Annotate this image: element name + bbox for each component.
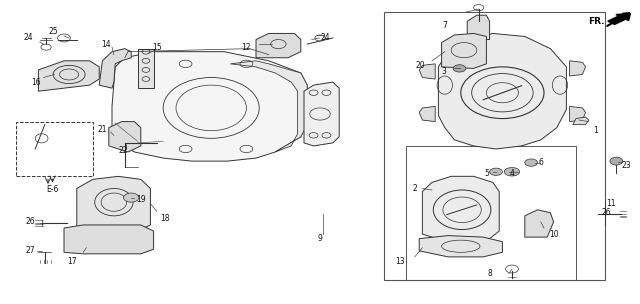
Text: 26: 26 xyxy=(602,208,612,217)
Polygon shape xyxy=(138,49,154,88)
Text: 8: 8 xyxy=(487,269,492,278)
Text: 2: 2 xyxy=(412,184,417,193)
Polygon shape xyxy=(112,52,307,161)
Polygon shape xyxy=(573,117,589,125)
Polygon shape xyxy=(304,82,339,146)
Polygon shape xyxy=(64,225,154,254)
Polygon shape xyxy=(99,49,131,88)
Polygon shape xyxy=(442,33,486,68)
Polygon shape xyxy=(419,64,435,79)
Text: 11: 11 xyxy=(607,199,616,208)
Polygon shape xyxy=(422,176,499,242)
Text: 5: 5 xyxy=(484,169,489,178)
Text: 21: 21 xyxy=(98,125,107,134)
FancyArrow shape xyxy=(608,14,630,24)
Polygon shape xyxy=(467,15,490,40)
Text: 9: 9 xyxy=(317,234,323,243)
Text: 26: 26 xyxy=(26,217,36,226)
Bar xyxy=(16,122,93,176)
Text: 24: 24 xyxy=(24,33,34,43)
Text: 6: 6 xyxy=(538,158,543,167)
Text: 24: 24 xyxy=(320,33,330,43)
Text: 22: 22 xyxy=(119,146,128,155)
Text: 12: 12 xyxy=(242,43,251,52)
Text: 7: 7 xyxy=(442,21,447,30)
Ellipse shape xyxy=(490,168,502,175)
Polygon shape xyxy=(38,61,99,91)
Text: 27: 27 xyxy=(25,246,35,255)
Text: 18: 18 xyxy=(161,214,170,223)
Text: 16: 16 xyxy=(31,78,42,87)
Text: 25: 25 xyxy=(48,27,58,36)
Text: 13: 13 xyxy=(395,257,405,266)
Ellipse shape xyxy=(525,159,538,166)
Text: 19: 19 xyxy=(136,195,146,204)
Text: 1: 1 xyxy=(593,126,598,135)
Text: FR.: FR. xyxy=(588,17,605,26)
Text: E-6: E-6 xyxy=(46,185,59,195)
Polygon shape xyxy=(109,122,141,152)
Polygon shape xyxy=(570,61,586,76)
Ellipse shape xyxy=(504,168,520,176)
Ellipse shape xyxy=(453,65,466,72)
Polygon shape xyxy=(256,33,301,58)
Text: 23: 23 xyxy=(621,161,631,170)
Polygon shape xyxy=(525,210,554,237)
Polygon shape xyxy=(570,106,586,122)
Bar xyxy=(406,146,576,280)
Polygon shape xyxy=(419,236,502,257)
Text: 20: 20 xyxy=(415,61,426,70)
Text: 15: 15 xyxy=(152,43,162,52)
Ellipse shape xyxy=(124,193,139,202)
Ellipse shape xyxy=(610,157,623,165)
Text: 3: 3 xyxy=(441,67,446,76)
Polygon shape xyxy=(77,176,150,231)
Text: 10: 10 xyxy=(548,230,559,239)
Text: 4: 4 xyxy=(509,169,515,178)
Polygon shape xyxy=(230,61,307,152)
Polygon shape xyxy=(419,106,435,122)
Polygon shape xyxy=(438,33,566,149)
Text: 14: 14 xyxy=(100,40,111,49)
Text: 17: 17 xyxy=(67,257,77,266)
Bar xyxy=(384,12,605,280)
